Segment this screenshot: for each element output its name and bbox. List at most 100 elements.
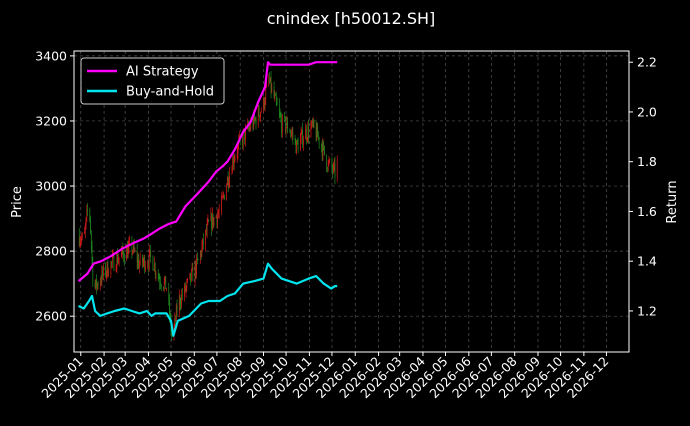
candle-body [269,78,270,83]
candle-body [317,126,318,137]
candle-body [236,153,238,157]
candle-body [181,294,182,306]
candle-body [133,244,134,252]
candle-body [175,318,176,322]
candle-body [142,261,144,264]
candle-body [84,225,86,232]
candle-body [138,258,139,268]
candle-body [148,264,149,267]
candle-body [242,131,244,145]
candle-body [227,177,228,186]
candle-body [321,144,322,147]
candle-body [315,127,317,140]
candle-body [279,112,281,116]
candle-body [281,119,282,133]
candle-body [305,129,306,140]
right-axis: 1.2 1.4 1.6 1.8 2.0 2.2 [629,55,657,318]
candle-body [129,241,130,244]
candle-body [90,232,92,246]
candle-body [284,116,285,118]
candle-body [100,281,101,287]
y-tick-label-right: 2.0 [637,104,657,119]
y-axis-label-left: Price [10,186,25,218]
candle-body [234,156,236,161]
left-axis: 2600 2800 3000 3200 3400 [35,48,74,324]
chart-title: cnindex [h50012.SH] [267,9,436,28]
candle-body [281,116,283,133]
candle-body [297,142,299,151]
y-tick-label-right: 2.2 [637,55,657,70]
candle-body [148,251,150,267]
candle-body [206,223,208,233]
candle-body [122,247,124,253]
candle-body [100,281,102,283]
candle-body [101,269,103,282]
candle-body [276,101,278,106]
legend-box [80,57,225,105]
candle-body [212,214,214,226]
candle-body [227,177,229,186]
candle-body [280,115,282,120]
candle-body [160,282,161,286]
candle-body [327,161,329,171]
candle-body [221,196,223,198]
candle-body [187,278,188,282]
candle-body [113,254,115,271]
y-tick-label-left: 2600 [35,309,67,324]
candle-body [269,77,271,83]
candle-body [206,230,207,233]
candle-body [103,266,104,275]
candle-body [200,251,201,260]
candles [78,70,338,341]
candle-body [131,241,133,253]
candle-body [89,209,91,217]
candle-body [164,276,166,282]
candle-body [321,146,323,156]
candle-body [111,261,112,263]
candle-body [213,217,215,226]
candle-body [165,276,167,290]
candle-body [332,168,334,172]
candle-body [226,185,227,200]
candle-body [250,122,252,130]
candle-body [106,273,107,276]
candle-body [84,231,85,234]
candle-body [301,129,303,134]
candle-body [324,145,325,155]
candle-body [171,331,173,336]
y-tick-label-left: 3400 [35,48,67,63]
candle-body [190,270,192,281]
candle-body [163,286,164,289]
legend-label-buy-and-hold: Buy-and-Hold [126,85,214,100]
candle-body [185,286,187,292]
candle-body [137,258,139,263]
series-lines [77,61,338,337]
candle-body [221,197,222,211]
candle-body [145,266,146,270]
candle-body [300,138,301,151]
candle-body [153,269,155,271]
candle-body [192,267,194,281]
candle-body [333,163,335,165]
candle-body [222,195,224,197]
candle-body [218,210,220,214]
candle-body [191,267,193,271]
candle-body [110,261,112,275]
candle-body [253,114,255,128]
candle-body [255,118,257,126]
candle-body [286,121,288,128]
candle-body [143,257,145,262]
candle-body [196,257,197,275]
candle-body [303,139,304,145]
plot-frame [73,50,630,353]
candle-body [294,137,296,141]
candle-body [263,98,264,111]
candle-body [233,158,234,165]
candle-body [328,161,330,163]
candle-body [181,294,183,297]
candle-body [274,95,276,98]
candle-body [216,216,218,224]
y-tick-label-left: 3200 [35,113,67,128]
candle-body [295,140,297,154]
candle-body [217,215,218,224]
